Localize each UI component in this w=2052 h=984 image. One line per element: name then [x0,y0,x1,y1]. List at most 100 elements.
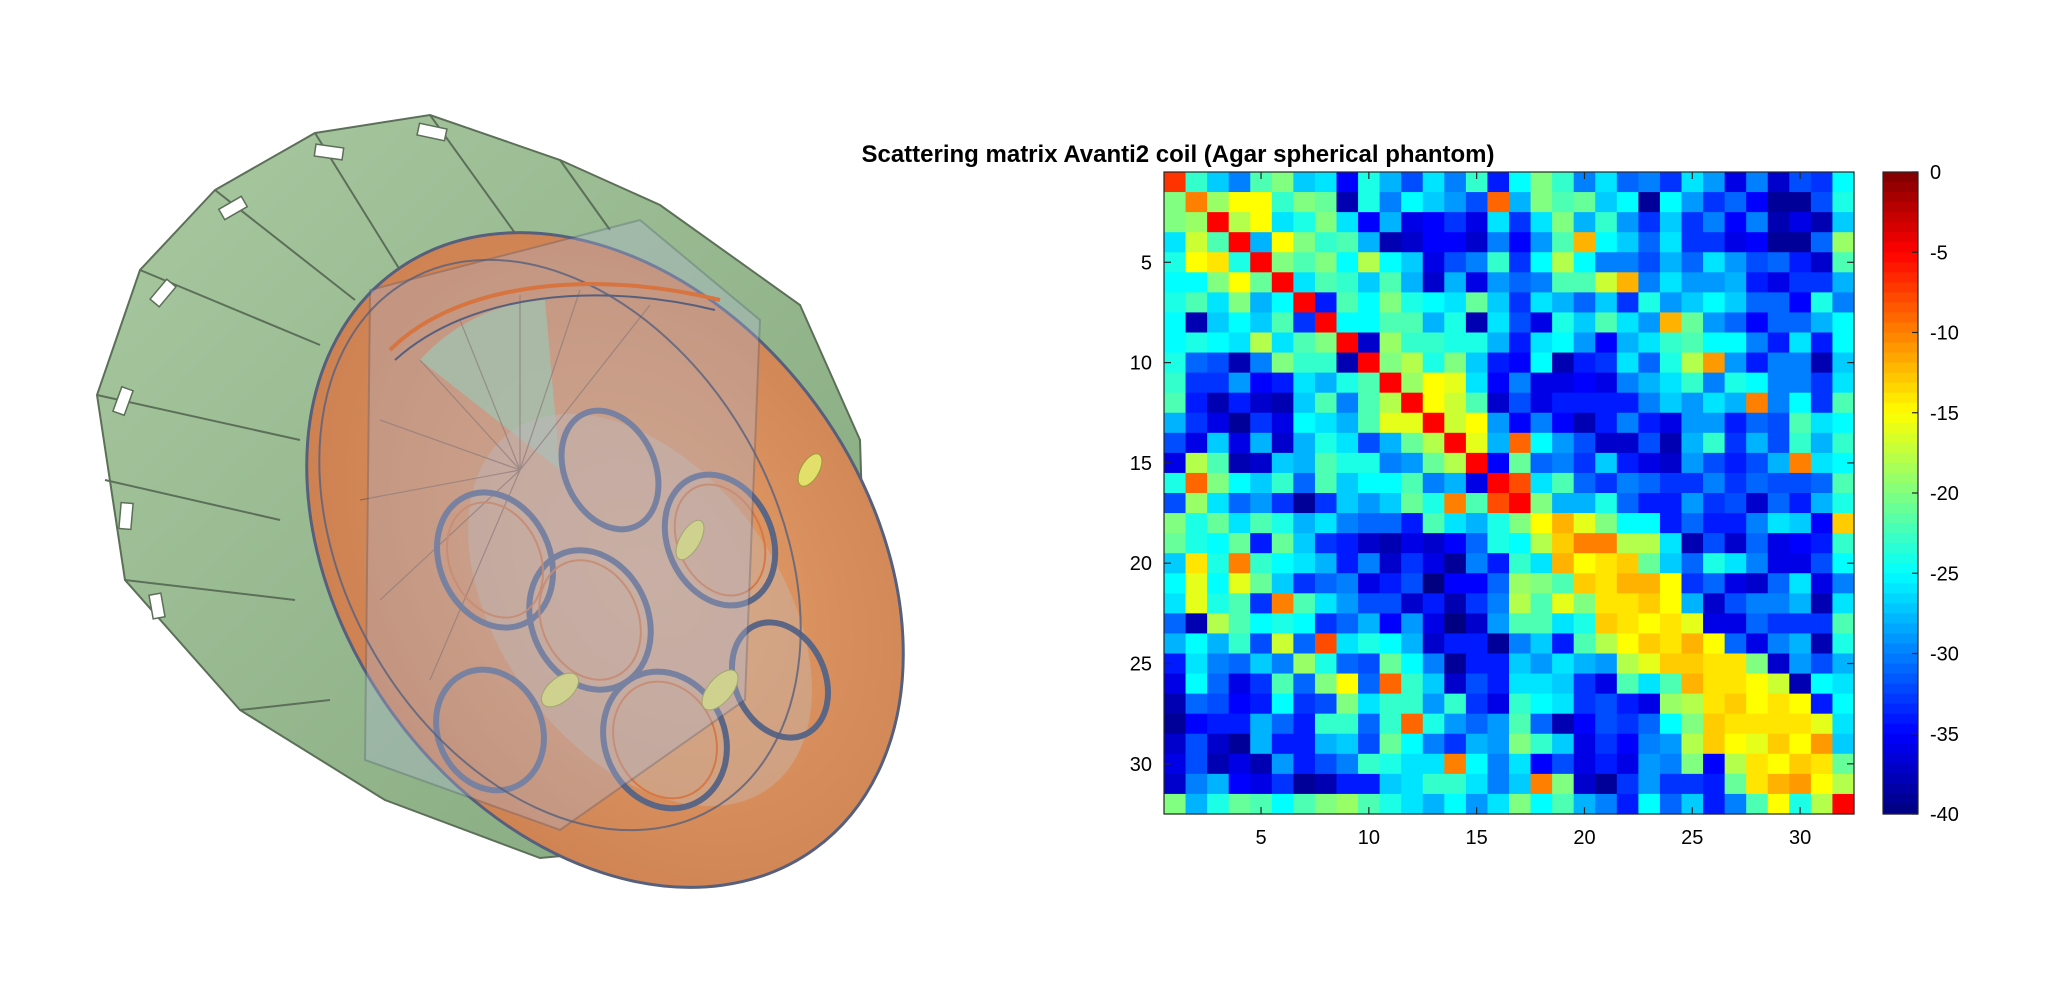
colorbar-swatch [1883,432,1918,444]
yellow-parts [540,453,823,711]
heatmap-cell [1724,192,1747,213]
heatmap-cell [1358,252,1381,273]
heatmap-cell [1789,553,1812,574]
heatmap-cell [1293,332,1316,354]
heatmap-cell [1509,733,1532,755]
heatmap-cell [1465,633,1489,655]
heatmap-cell [1487,593,1510,614]
heatmap-cell [1509,432,1532,454]
heatmap-cell [1271,212,1294,233]
heatmap-cell [1228,172,1251,193]
heatmap-cell [1358,633,1381,655]
heatmap-cell [1681,753,1704,775]
heatmap-cell [1530,793,1553,815]
heatmap-cell [1659,172,1683,193]
heatmap-cell [1336,212,1359,233]
heatmap-cell [1681,432,1704,454]
colorbar-tick-label: -20 [1930,483,1959,505]
colorbar-swatch [1883,603,1918,614]
heatmap-cell [1681,553,1704,574]
heatmap-cell [1638,653,1661,675]
chart-title: Scattering matrix Avanti2 coil (Agar sph… [861,141,1494,168]
heatmap-cell [1293,272,1316,293]
heatmap-cell [1595,452,1618,474]
heatmap-cell [1509,372,1532,394]
heatmap-cell [1810,733,1834,755]
heatmap-cell [1271,513,1294,534]
heatmap-cell [1832,212,1855,233]
heatmap-cell [1293,793,1316,815]
heatmap-cell [1789,292,1812,314]
heatmap-cell [1703,252,1726,273]
heatmap-cell [1746,432,1769,454]
heatmap-cell [1293,653,1316,675]
heatmap-cell [1789,653,1812,675]
heatmap-cell [1271,452,1294,474]
colorbar-swatch [1883,482,1918,494]
heatmap-cell [1250,372,1273,394]
heatmap-cell [1767,172,1790,193]
heatmap-cell [1530,352,1553,374]
heatmap-cell [1379,773,1402,795]
heatmap-cell [1336,613,1359,635]
heatmap-cell [1228,272,1251,293]
heatmap-cell [1444,392,1467,414]
heatmap-cell [1164,332,1187,354]
heatmap-cell [1185,733,1208,755]
heatmap-cell [1250,753,1273,775]
heatmap-cell [1616,673,1639,695]
heatmap-cell [1509,593,1532,614]
heatmap-cell [1724,553,1747,574]
heatmap-cell [1444,472,1467,494]
heatmap-cell [1832,693,1855,715]
heatmap-cell [1573,733,1596,755]
heatmap-cell [1228,472,1251,494]
heatmap-cell [1767,452,1790,474]
heatmap-cell [1444,232,1467,253]
heatmap-cell [1832,472,1855,494]
heatmap-cell [1293,753,1316,775]
heatmap-cell [1659,392,1683,414]
heatmap-cell [1207,452,1230,474]
heatmap-cell [1314,513,1338,534]
heatmap-cell [1552,773,1575,795]
heatmap-cell [1789,753,1812,775]
heatmap-cell [1358,472,1381,494]
heatmap-cell [1228,192,1251,213]
heatmap-cell [1207,693,1230,715]
heatmap-cell [1659,633,1683,655]
heatmap-cell [1552,573,1575,594]
heatmap-cell [1810,773,1834,795]
heatmap-cell [1724,633,1747,655]
heatmap-cell [1530,332,1553,354]
heatmap-cell [1595,292,1618,314]
heatmap-cell [1681,312,1704,334]
heatmap-cell [1487,292,1510,314]
heatmap-cell [1616,733,1639,755]
heatmap-cell [1185,312,1208,334]
heatmap-cell [1530,673,1553,695]
heatmap-cell [1444,372,1467,394]
heatmap-cell [1487,533,1510,554]
heatmap-cell [1207,593,1230,614]
heatmap-cell [1681,192,1704,213]
heatmap-cell [1401,332,1424,354]
heatmap-cell [1573,352,1596,374]
heatmap-cell [1573,793,1596,815]
colorbar-swatch [1883,202,1918,213]
heatmap-cell [1228,673,1251,695]
heatmap-cell [1724,172,1747,193]
heatmap-cell [1336,653,1359,675]
heatmap-cell [1314,432,1338,454]
heatmap-cell [1789,452,1812,474]
heatmap-cell [1659,653,1683,675]
heatmap-cell [1659,613,1683,635]
heatmap-cell [1185,292,1208,314]
heatmap-cell [1767,633,1790,655]
heatmap-cell [1767,212,1790,233]
colorbar-swatch [1883,753,1918,765]
heatmap-cell [1724,372,1747,394]
heatmap-cell [1810,573,1834,594]
heatmap-cell [1724,613,1747,635]
heatmap-cell [1638,412,1661,434]
